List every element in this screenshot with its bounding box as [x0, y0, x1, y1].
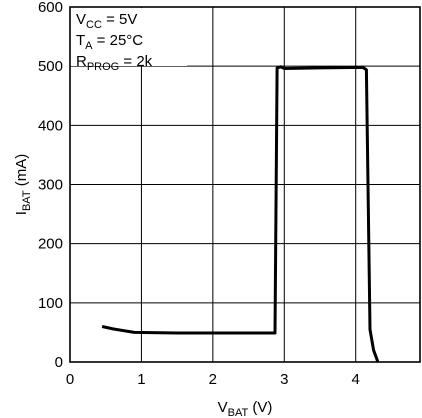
x-tick-label: 2 — [209, 371, 217, 388]
y-tick-label: 200 — [38, 236, 63, 253]
x-tick-labels: 0 1 2 3 4 — [66, 371, 360, 388]
x-axis-label: VBAT (V) — [218, 399, 273, 418]
y-tick-label: 300 — [38, 177, 63, 194]
x-tick-label: 1 — [137, 371, 145, 388]
y-axis-label: IBAT (mA) — [13, 154, 33, 215]
series-line-0 — [101, 65, 380, 363]
y-tick-label: 100 — [38, 295, 63, 312]
y-tick-label: 400 — [38, 117, 63, 134]
annotation-background — [71, 8, 187, 66]
y-tick-label: 0 — [55, 354, 63, 371]
y-tick-label: 500 — [38, 58, 63, 75]
annotation-vcc: VCC = 5V — [76, 11, 137, 31]
annotation-ta: TA = 25°C — [76, 32, 143, 52]
curve — [101, 65, 380, 363]
y-tick-label: 600 — [38, 0, 63, 16]
x-tick-label: 3 — [280, 371, 288, 388]
x-tick-label: 0 — [66, 371, 74, 388]
annotation-rprog: RPROG = 2k — [76, 53, 153, 73]
x-tick-label: 4 — [352, 371, 360, 388]
plot-frame — [69, 6, 421, 363]
y-tick-labels: 0 100 200 300 400 500 600 — [38, 0, 63, 371]
